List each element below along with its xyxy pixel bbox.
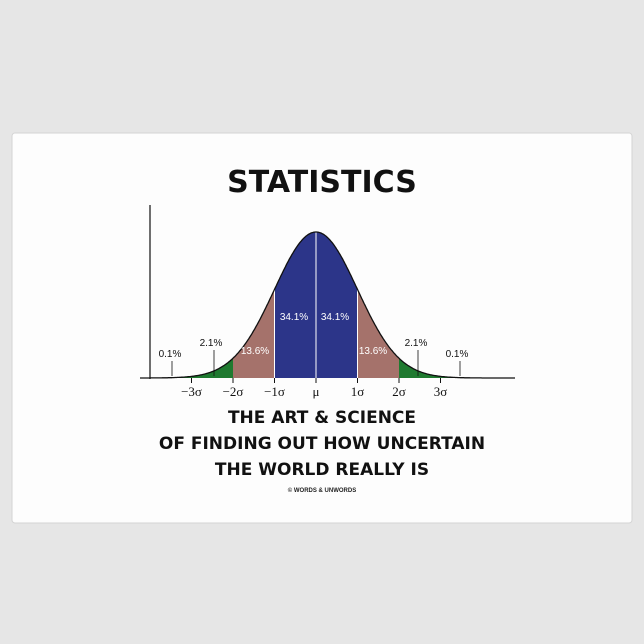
- tail-region: [150, 358, 233, 378]
- axis-label: 2σ: [392, 384, 406, 399]
- region-label: 34.1%: [280, 312, 308, 323]
- tagline-line: THE ART & SCIENCE: [228, 408, 416, 428]
- region-label: 0.1%: [446, 349, 469, 360]
- axis-label: −2σ: [223, 384, 244, 399]
- axis-label: μ: [313, 384, 320, 399]
- bell-curve: [140, 231, 515, 379]
- region-label: 2.1%: [200, 338, 223, 349]
- tagline-line: THE WORLD REALLY IS: [215, 460, 429, 480]
- region-label: 2.1%: [405, 338, 428, 349]
- tagline-line: OF FINDING OUT HOW UNCERTAIN: [159, 434, 485, 454]
- axis-label: −3σ: [181, 384, 202, 399]
- tail-region: [399, 358, 482, 378]
- credit: © WORDS & UNWORDS: [288, 487, 356, 494]
- axis-label: 3σ: [434, 384, 448, 399]
- region-label: 34.1%: [321, 312, 349, 323]
- title: STATISTICS: [227, 165, 417, 200]
- region-label: 13.6%: [359, 346, 387, 357]
- region-label: 13.6%: [241, 346, 269, 357]
- axis-label: 1σ: [351, 384, 365, 399]
- region-label: 0.1%: [159, 349, 182, 360]
- curve-outline: [140, 231, 515, 379]
- axis-label: −1σ: [264, 384, 285, 399]
